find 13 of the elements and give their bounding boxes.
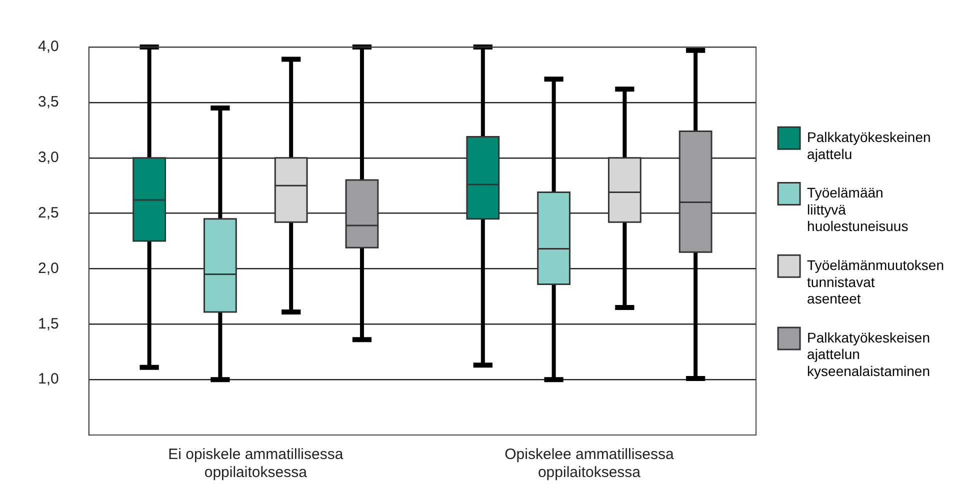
x-tick-label: Opiskelee ammatillisessa oppilaitoksessa	[504, 446, 675, 482]
legend-label: Palkkatyökeskeisen ajattelun kyseenalaistaminen	[807, 329, 930, 379]
y-tick-label: 3,5	[38, 94, 59, 111]
y-tick-label: 4,0	[38, 38, 59, 56]
y-tick-label: 3,0	[38, 149, 59, 166]
y-tick-label: 1,0	[38, 370, 59, 388]
y-tick-label: 2,5	[38, 204, 59, 222]
y-tick-label: 2,0	[38, 260, 59, 277]
legend-label: Työelämänmuutoksen tunnistavat asenteet	[807, 256, 944, 307]
x-tick-label: Ei opiskele ammatillisessa oppilaitoksessa	[168, 446, 344, 482]
y-tick-label: 1,5	[38, 315, 59, 332]
legend-label: Työelämään liittyvä huolestuneisuus	[807, 184, 908, 234]
legend-label: Palkkatyökeskeinen ajattelu	[807, 128, 931, 162]
